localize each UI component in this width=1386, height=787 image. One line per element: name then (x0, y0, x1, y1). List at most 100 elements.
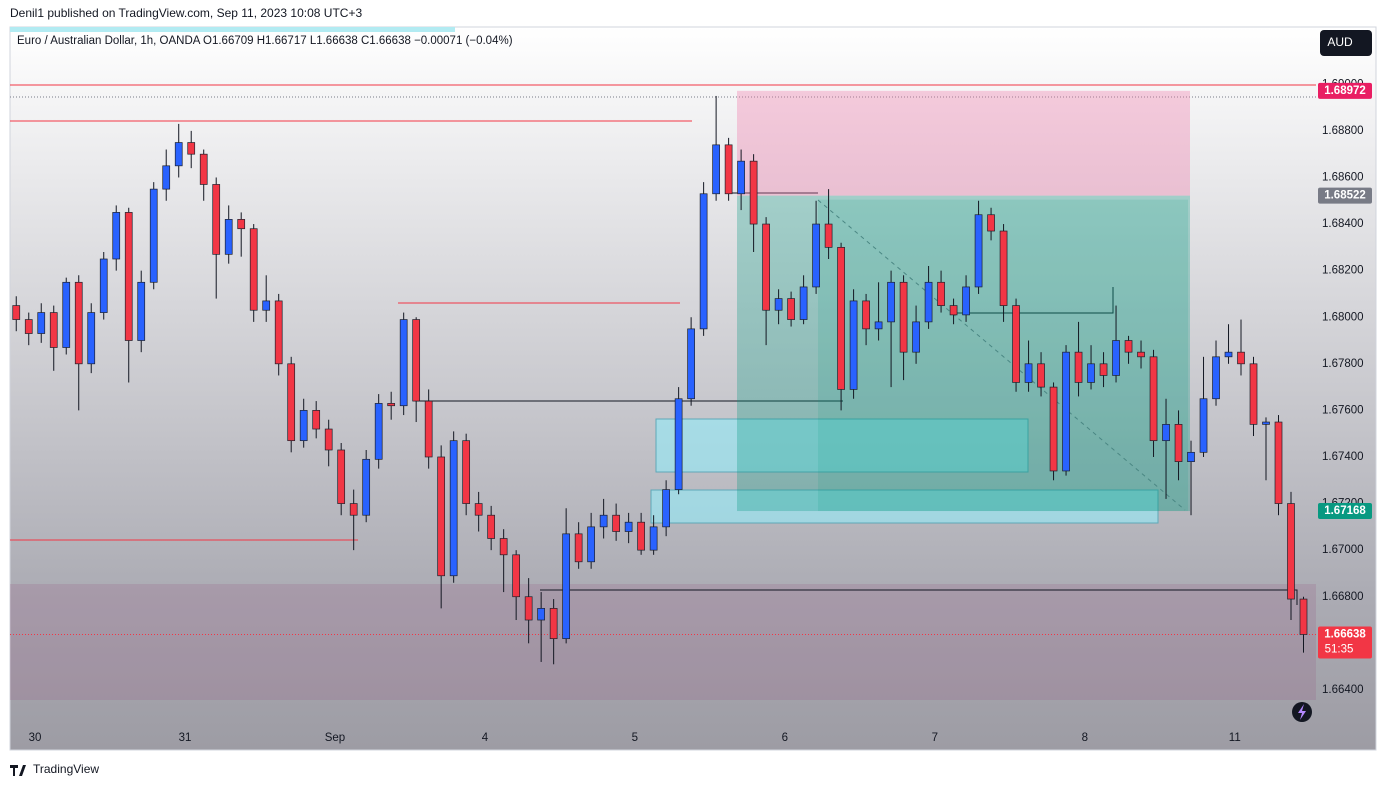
candle-body (299, 410, 308, 442)
candle-body (37, 312, 46, 334)
price-badges: 1.68972 1.68522 1.67168 1.66638 51:35 (1318, 82, 1372, 659)
candle-body (1187, 451, 1195, 462)
price-badge-label: 1.67168 (1324, 505, 1366, 517)
candle-body (987, 214, 995, 232)
candle-body (699, 193, 708, 330)
candle-body (1112, 340, 1120, 376)
candle-body (712, 144, 720, 195)
candle-body (237, 219, 246, 230)
alert-bolt (1298, 704, 1306, 720)
x-tick-label: 6 (782, 732, 788, 744)
ohlc-high: H1.66717 (257, 35, 307, 47)
currency-button[interactable] (1320, 30, 1372, 56)
x-tick-label: 5 (632, 732, 638, 744)
candle-body (87, 312, 96, 365)
candle-body (949, 305, 958, 316)
stop-zone (737, 90, 1190, 196)
candle-body (287, 363, 296, 442)
price-badge (1318, 503, 1372, 520)
legend: Euro / Australian Dollar, 1h, OANDA O1.6… (17, 35, 513, 47)
candle-body (849, 300, 858, 390)
candle-body (887, 281, 895, 323)
candle-body (1087, 363, 1095, 383)
brand-logo (10, 765, 26, 776)
ohlc-change: −0.00071 (−0.04%) (414, 35, 513, 47)
candle-body (1049, 386, 1058, 472)
candle-body (49, 312, 58, 348)
candle-body (1012, 305, 1020, 383)
candle-body (1212, 356, 1220, 400)
y-tick-label: 1.67400 (1322, 451, 1364, 463)
candle-body (787, 298, 795, 320)
candle-body (124, 212, 133, 341)
y-tick-label: 1.68400 (1322, 218, 1364, 230)
candle-body (499, 538, 508, 556)
ohlc-open: O1.66709 (203, 35, 254, 47)
y-tick-label: 1.67600 (1322, 404, 1364, 416)
candle-body (1062, 351, 1070, 472)
x-tick-label: 7 (932, 732, 938, 744)
x-tick-label: 31 (179, 732, 192, 744)
x-tick-label: 30 (29, 732, 42, 744)
candle-body (174, 142, 183, 167)
candle-body (387, 403, 396, 407)
candle-body (1037, 363, 1045, 388)
fvg-box (650, 489, 1159, 524)
candle-body (62, 281, 71, 348)
highlight-strip (10, 27, 455, 32)
candle-body (1149, 356, 1158, 442)
candle-body (762, 223, 770, 311)
bar-countdown: 51:35 (1325, 644, 1354, 656)
candle-body (224, 219, 233, 255)
candle-body (724, 144, 733, 195)
demand-zone (10, 584, 1316, 700)
candle-body (487, 514, 496, 539)
candle-body (687, 328, 695, 400)
candle-body (999, 230, 1008, 306)
candle-body (974, 214, 983, 288)
x-tick-label: 11 (1229, 732, 1241, 744)
publisher-line: Denil1 published on TradingView.com, Sep… (10, 6, 362, 20)
candle-body (412, 319, 421, 402)
candle-body (424, 400, 433, 458)
candle-body (924, 281, 933, 323)
candle-body (1299, 598, 1308, 635)
candle-body (1124, 340, 1133, 353)
candle-body (349, 503, 358, 516)
y-tick-label: 1.68600 (1322, 172, 1364, 184)
candle-body (549, 608, 558, 640)
candle-body (1137, 351, 1145, 358)
candle-body (574, 533, 583, 563)
candle-body (274, 300, 283, 365)
candle-body (737, 160, 745, 195)
candle-body (649, 526, 658, 551)
candle-body (162, 165, 171, 190)
candle-body (1224, 351, 1233, 358)
level-line (540, 589, 1298, 605)
candle-body (612, 514, 620, 532)
candle-body (249, 228, 258, 311)
x-tick-label: 4 (482, 732, 489, 744)
price-badge-label: 1.68522 (1324, 190, 1366, 202)
symbol: Euro / Australian Dollar, 1h, OANDA (17, 35, 201, 47)
candle-body (837, 246, 845, 390)
price-badge (1318, 82, 1372, 99)
candle-body (449, 440, 458, 577)
trend-line (817, 199, 1186, 511)
candle-body (1174, 424, 1183, 462)
price-badge-label: 1.66638 (1324, 629, 1366, 641)
level-line (950, 287, 1114, 314)
x-tick-label: 8 (1082, 732, 1088, 744)
candle-body (12, 305, 21, 320)
candle-body (899, 281, 908, 353)
y-tick-label: 1.68000 (1322, 311, 1364, 323)
candle-body (1237, 351, 1245, 365)
currency-label[interactable]: AUD (1327, 35, 1353, 49)
candle-body (24, 319, 33, 334)
candle-body (337, 449, 346, 504)
candle-body (662, 489, 670, 528)
candle-body (137, 281, 146, 341)
fvg-box (655, 418, 1029, 473)
candle-body (537, 608, 545, 621)
